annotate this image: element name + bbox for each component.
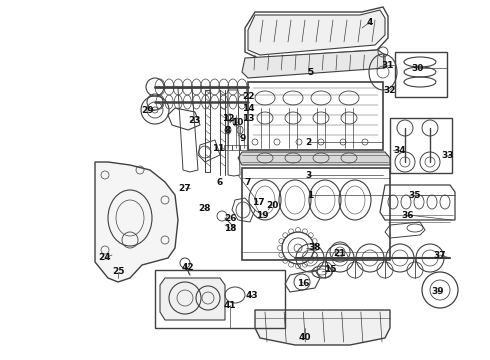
Polygon shape: [238, 152, 390, 165]
Polygon shape: [242, 50, 385, 78]
Text: 13: 13: [242, 113, 254, 122]
Text: 38: 38: [309, 243, 321, 252]
Text: 41: 41: [224, 301, 236, 310]
Text: 43: 43: [245, 291, 258, 300]
Text: 18: 18: [224, 224, 236, 233]
Bar: [240, 145, 248, 150]
Polygon shape: [255, 310, 390, 345]
Text: 28: 28: [198, 203, 210, 212]
Text: 21: 21: [334, 248, 346, 257]
Polygon shape: [95, 162, 178, 282]
Bar: [232, 145, 240, 150]
Polygon shape: [160, 278, 225, 320]
Text: 15: 15: [324, 266, 336, 275]
Text: 10: 10: [231, 117, 243, 126]
Text: 14: 14: [242, 104, 254, 112]
Text: 12: 12: [222, 113, 234, 122]
Text: 23: 23: [188, 116, 200, 125]
Text: 36: 36: [402, 211, 414, 220]
Text: 26: 26: [224, 213, 236, 222]
Text: 7: 7: [245, 177, 251, 186]
Text: 24: 24: [98, 253, 111, 262]
Text: 11: 11: [212, 144, 224, 153]
Text: 33: 33: [442, 150, 454, 159]
Text: 16: 16: [297, 279, 309, 288]
Bar: [390, 118, 452, 173]
Text: 32: 32: [384, 86, 396, 95]
Bar: [242, 168, 390, 260]
Bar: [248, 82, 383, 150]
Bar: [155, 270, 285, 328]
Text: 20: 20: [266, 201, 278, 210]
Text: 42: 42: [182, 264, 195, 273]
Bar: [395, 52, 447, 97]
Text: 3: 3: [305, 171, 311, 180]
Text: 22: 22: [242, 91, 254, 100]
Text: 1: 1: [307, 190, 313, 199]
Text: 5: 5: [307, 68, 313, 77]
Text: 29: 29: [142, 105, 154, 114]
Polygon shape: [248, 10, 385, 55]
Text: 2: 2: [305, 138, 311, 147]
Text: 31: 31: [382, 60, 394, 69]
Text: 35: 35: [409, 190, 421, 199]
Text: 34: 34: [393, 145, 406, 154]
Text: 17: 17: [252, 198, 264, 207]
Text: 25: 25: [112, 267, 124, 276]
Text: 37: 37: [434, 251, 446, 260]
Text: 30: 30: [412, 63, 424, 72]
Bar: [224, 145, 232, 150]
Text: 40: 40: [299, 333, 311, 342]
Text: 9: 9: [240, 134, 246, 143]
Text: 4: 4: [367, 18, 373, 27]
Text: 6: 6: [217, 177, 223, 186]
Text: 19: 19: [256, 211, 269, 220]
Text: 27: 27: [179, 184, 191, 193]
Text: 39: 39: [432, 288, 444, 297]
Text: 8: 8: [225, 126, 231, 135]
